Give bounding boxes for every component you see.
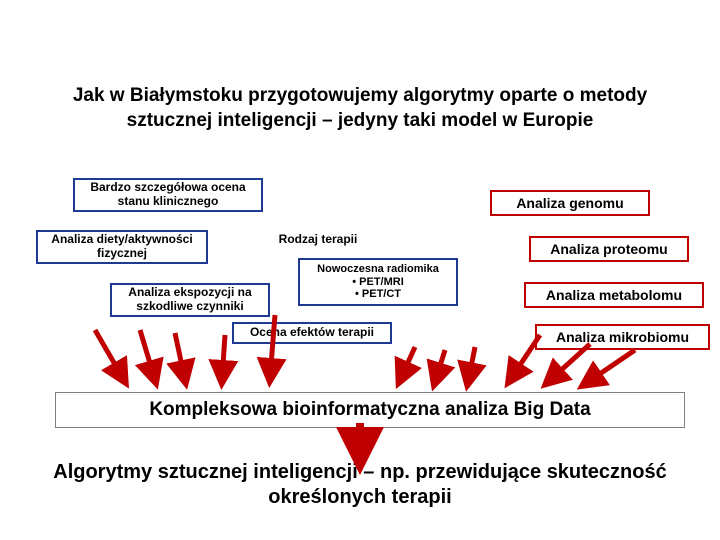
arrow-to-bigdata: [435, 350, 445, 382]
box-proteome: Analiza proteomu: [529, 236, 689, 262]
box-microbiome-text: Analiza mikrobiomu: [556, 329, 689, 345]
box-metabolome-text: Analiza metabolomu: [546, 287, 682, 303]
arrow-to-bigdata: [585, 350, 635, 384]
box-microbiome: Analiza mikrobiomu: [535, 324, 710, 350]
box-proteome-text: Analiza proteomu: [550, 241, 667, 257]
box-diet-text: Analiza diety/aktywnościfizycznej: [51, 233, 192, 261]
arrow-to-bigdata: [468, 347, 475, 382]
box-clinical: Bardzo szczegółowa ocenastanu kliniczneg…: [73, 178, 263, 212]
box-outcome: Ocena efektów terapii: [232, 322, 392, 344]
conclusion-text: Algorytmy sztucznej inteligencji – np. p…: [30, 460, 690, 510]
box-outcome-text: Ocena efektów terapii: [250, 326, 374, 340]
label-therapy: Rodzaj terapii: [258, 232, 378, 246]
box-exposure: Analiza ekspozycji naszkodliwe czynniki: [110, 283, 270, 317]
box-clinical-text: Bardzo szczegółowa ocenastanu kliniczneg…: [90, 181, 245, 209]
arrow-to-bigdata: [140, 330, 155, 380]
box-genome: Analiza genomu: [490, 190, 650, 216]
box-exposure-text: Analiza ekspozycji naszkodliwe czynniki: [128, 286, 251, 314]
arrow-to-bigdata: [175, 333, 185, 380]
page-title: Jak w Białymstoku przygotowujemy algoryt…: [50, 84, 670, 133]
box-radiomics-text: Nowoczesna radiomika• PET/MRI• PET/CT: [317, 263, 439, 301]
box-metabolome: Analiza metabolomu: [524, 282, 704, 308]
arrow-to-bigdata: [95, 330, 124, 380]
bigdata-bar: Kompleksowa bioinformatyczna analiza Big…: [55, 392, 685, 428]
box-radiomics: Nowoczesna radiomika• PET/MRI• PET/CT: [298, 258, 458, 306]
arrow-to-bigdata: [222, 335, 225, 380]
box-diet: Analiza diety/aktywnościfizycznej: [36, 230, 208, 264]
box-genome-text: Analiza genomu: [516, 195, 623, 211]
arrow-to-bigdata: [400, 347, 415, 380]
